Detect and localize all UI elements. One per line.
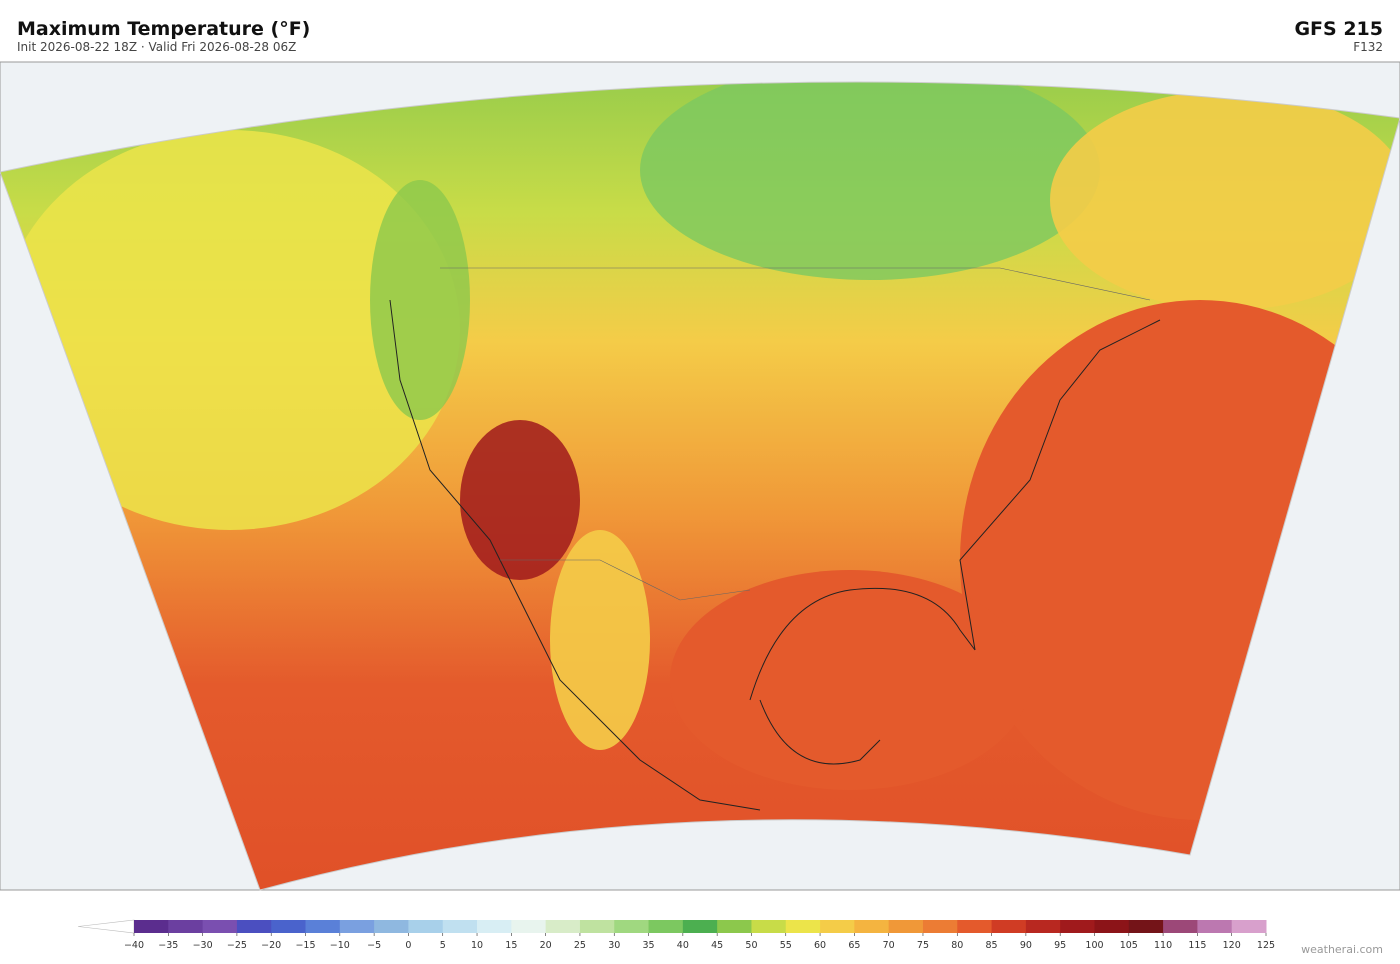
colorbar-segment: [614, 920, 650, 933]
colorbar-tick-label: −10: [330, 940, 350, 951]
colorbar-segment: [1060, 920, 1095, 933]
colorbar-segment: [648, 920, 684, 933]
colorbar-segment: [751, 920, 787, 933]
colorbar-segment: [168, 920, 204, 933]
forecast-hour: F132: [1353, 40, 1383, 54]
colorbar-segment: [271, 920, 307, 933]
colorbar-segment: [717, 920, 752, 933]
colorbar-tick-label: 110: [1154, 940, 1172, 951]
colorbar-tick-label: 35: [642, 940, 654, 951]
subtitle: Init 2026-08-22 18Z · Valid Fri 2026-08-…: [17, 40, 296, 54]
colorbar-segment: [785, 920, 821, 933]
colorbar-segment: [854, 920, 890, 933]
watermark: weatherai.com: [1301, 943, 1383, 956]
colorbar-tick-label: 75: [917, 940, 929, 951]
colorbar-tick-label: −15: [295, 940, 315, 951]
colorbar-segment: [236, 920, 272, 933]
colorbar-segment: [1128, 920, 1164, 933]
colorbar-tick-label: 10: [471, 940, 483, 951]
colorbar-segment: [579, 920, 615, 933]
colorbar-tick-label: 25: [574, 940, 586, 951]
coastlines: [389, 299, 1161, 811]
colorbar-tick-label: 65: [848, 940, 860, 951]
colorbar-tick-label: 5: [440, 940, 446, 951]
colorbar-segment: [339, 920, 375, 933]
title: Maximum Temperature (°F): [17, 18, 310, 40]
colorbar-tick-label: −40: [124, 940, 144, 951]
colorbar-segment: [820, 920, 855, 933]
colorbar-segment: [922, 920, 958, 933]
colorbar-segment: [1094, 920, 1130, 933]
colorbar-segment: [374, 920, 409, 933]
colorbar-segment: [305, 920, 341, 933]
colorbar-segment: [1231, 920, 1267, 933]
colorbar-segment: [1025, 920, 1061, 933]
colorbar-segment: [545, 920, 581, 933]
colorbar-segment: [991, 920, 1027, 933]
colorbar-tick-label: 115: [1188, 940, 1206, 951]
colorbar-segment: [1197, 920, 1233, 933]
colorbar-tick-label: 70: [883, 940, 895, 951]
colorbar-tick-label: −20: [261, 940, 281, 951]
colorbar-tick-label: 20: [540, 940, 552, 951]
colorbar-tick-label: 55: [780, 940, 792, 951]
colorbar-tick-label: 30: [608, 940, 620, 951]
colorbar-segment: [477, 920, 512, 933]
colorbar-tick-label: 100: [1085, 940, 1103, 951]
colorbar-tick-label: 105: [1120, 940, 1138, 951]
colorbar-tick-label: 120: [1223, 940, 1241, 951]
colorbar-tick-label: 40: [677, 940, 689, 951]
colorbar-segment: [134, 920, 169, 933]
colorbar-segment: [442, 920, 478, 933]
colorbar-segment: [1163, 920, 1198, 933]
colorbar-segment: [888, 920, 924, 933]
colorbar-tick-label: 60: [814, 940, 826, 951]
colorbar: −40 −35 −30 −25 −20 −15 −10 −5 0 5 10 15 20 25 30 35 40 4…: [77, 919, 1275, 951]
colorbar-tick-label: 15: [505, 940, 517, 951]
colorbar-tick-label: 80: [951, 940, 963, 951]
colorbar-tick-label: −5: [367, 940, 381, 951]
colorbar-segment: [511, 920, 547, 933]
colorbar-tick-label: 125: [1257, 940, 1275, 951]
colorbar-tick-label: −35: [158, 940, 178, 951]
colorbar-tick-label: 45: [711, 940, 723, 951]
colorbar-segment: [408, 920, 444, 933]
model-label: GFS 215: [1294, 18, 1383, 40]
colorbar-segment: [957, 920, 993, 933]
colorbar-tick-label: 85: [986, 940, 998, 951]
colorbar-tick-label: −30: [193, 940, 213, 951]
colorbar-tick-label: 90: [1020, 940, 1032, 951]
domain-outline: [0, 81, 1400, 891]
colorbar-segment: [202, 920, 238, 933]
colorbar-tick-label: 0: [405, 940, 411, 951]
colorbar-tick-label: 50: [745, 940, 757, 951]
colorbar-tick-label: 95: [1054, 940, 1066, 951]
colorbar-underflow: [77, 919, 135, 934]
borders: [440, 267, 1151, 601]
colorbar-tick-label: −25: [227, 940, 247, 951]
colorbar-segment: [682, 920, 718, 933]
